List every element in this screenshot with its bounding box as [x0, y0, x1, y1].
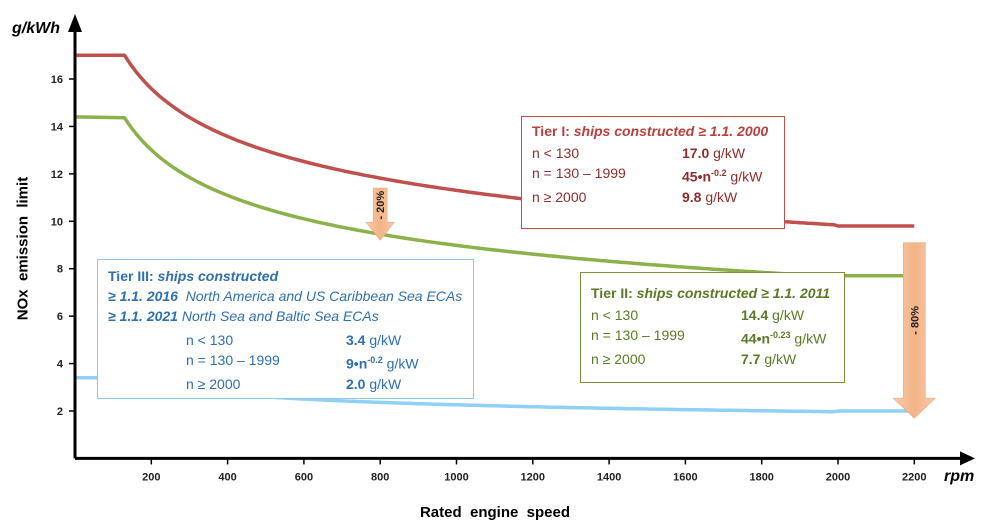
- tier2-limit-row: n < 130 14.4 g/kW: [591, 305, 834, 325]
- tier-3-date-1: ≥ 1.1. 2016: [108, 288, 178, 304]
- tier-3-region-1: North America and US Caribbean Sea ECAs: [177, 288, 463, 304]
- limit-value: 9.8 g/kW: [682, 187, 737, 207]
- tier3-limit-row: n < 130 3.4 g/kW: [108, 330, 463, 350]
- speed-range: n < 130: [591, 307, 639, 323]
- limit-value: 7.7 g/kW: [741, 349, 796, 369]
- tier1-limit-row: n ≥ 2000 9.8 g/kW: [532, 187, 774, 207]
- limit-value: 2.0 g/kW: [346, 374, 401, 394]
- y-tick-label: 14: [51, 121, 64, 133]
- limit-exponent: -0.23: [770, 330, 791, 340]
- speed-range: n ≥ 2000: [186, 375, 241, 392]
- tier-3-eca-line-2: ≥ 1.1. 2021 North Sea and Baltic Sea ECA…: [108, 306, 463, 326]
- limit-number: 17.0: [682, 145, 710, 161]
- limit-value: 44•n-0.23 g/kW: [741, 325, 826, 349]
- tier-3-date-2: ≥ 1.1. 2021: [108, 308, 178, 324]
- tier-3-region-2: North Sea and Baltic Sea ECAs: [177, 308, 379, 324]
- limit-number: 45•n: [682, 168, 712, 185]
- limit-number: 7.7: [741, 350, 761, 367]
- limit-value: 9•n-0.2 g/kW: [346, 350, 419, 374]
- limit-unit: g/kW: [709, 145, 746, 161]
- speed-range: n ≥ 2000: [591, 350, 646, 367]
- y-tick-label: 2: [57, 406, 63, 418]
- tier1-limit-row: n = 130 – 1999 45•n-0.2 g/kW: [532, 163, 774, 187]
- tier-2-legend-box: Tier II: ships constructed ≥ 1.1. 2011 n…: [580, 272, 845, 383]
- tier-1-legend-box: Tier I: ships constructed ≥ 1.1. 2000 n …: [521, 116, 785, 229]
- limit-unit: g/kW: [760, 350, 797, 367]
- limit-number: 44•n: [741, 330, 771, 347]
- limit-unit: g/kW: [365, 375, 402, 392]
- x-tick-label: 1200: [521, 471, 545, 483]
- speed-range: n = 130 – 1999: [591, 327, 685, 343]
- tier1-limit-row: n < 130 17.0 g/kW: [532, 143, 774, 163]
- tier-3-title-text: ships constructed: [157, 268, 279, 284]
- speed-range: n < 130: [186, 332, 234, 348]
- tier-2-title: Tier II: ships constructed ≥ 1.1. 2011: [591, 285, 834, 301]
- limit-unit: g/kW: [701, 188, 738, 205]
- limit-value: 17.0 g/kW: [682, 143, 745, 163]
- x-axis-arrowhead: [960, 451, 975, 466]
- x-tick-label: 1000: [444, 471, 468, 483]
- y-tick-label: 12: [51, 169, 63, 181]
- limit-number: 9.8: [682, 188, 702, 205]
- tier-1-title-date: ships constructed ≥ 1.1. 2000: [573, 123, 769, 139]
- reduction-arrow: [365, 187, 395, 241]
- x-unit-label: rpm: [944, 468, 975, 485]
- y-axis-arrowhead: [68, 14, 82, 32]
- series-line-tier-i: [75, 53, 915, 228]
- tier-1-title: Tier I: ships constructed ≥ 1.1. 2000: [532, 123, 774, 139]
- x-tick-label: 1600: [673, 471, 697, 483]
- limit-unit: g/kW: [365, 332, 402, 348]
- limit-exponent: -0.2: [711, 168, 727, 178]
- reduction-arrow: [892, 242, 937, 419]
- speed-range: n < 130: [532, 145, 580, 161]
- limit-number: 2.0: [346, 375, 366, 392]
- x-tick-label: 800: [371, 471, 389, 483]
- y-tick-label: 4: [57, 359, 64, 371]
- y-unit-label: g/kWh: [12, 20, 60, 37]
- y-tick-label: 10: [51, 216, 63, 228]
- x-tick-label: 1800: [749, 471, 773, 483]
- x-tick-label: 1400: [597, 471, 621, 483]
- limit-value: 45•n-0.2 g/kW: [682, 163, 762, 187]
- limit-unit: g/kW: [726, 168, 763, 185]
- limit-number: 9•n: [346, 355, 368, 372]
- tier-3-title-label: Tier III:: [108, 268, 158, 284]
- x-axis-title: Rated engine speed: [419, 504, 571, 521]
- tier3-limit-row: n = 130 – 1999 9•n-0.2 g/kW: [108, 350, 463, 374]
- x-tick-label: 600: [295, 471, 313, 483]
- tier-3-title: Tier III: ships constructed: [108, 268, 463, 284]
- x-tick-label: 2200: [902, 471, 926, 483]
- speed-range: n ≥ 2000: [532, 188, 587, 205]
- y-tick-label: 8: [57, 264, 63, 276]
- x-tick-label: 400: [218, 471, 236, 483]
- limit-number: 3.4: [346, 332, 366, 348]
- x-tick-label: 200: [142, 471, 160, 483]
- limit-value: 3.4 g/kW: [346, 330, 401, 350]
- limit-unit: g/kW: [790, 330, 827, 347]
- tier-2-title-date: ships constructed ≥ 1.1. 2011: [636, 285, 831, 301]
- x-tick-label: 2000: [826, 471, 850, 483]
- y-axis-title: NOx emission limit: [14, 176, 32, 321]
- limit-unit: g/kW: [768, 307, 805, 323]
- limit-unit: g/kW: [382, 355, 419, 372]
- speed-range: n = 130 – 1999: [186, 352, 280, 368]
- limit-value: 14.4 g/kW: [741, 305, 804, 325]
- tier-3-eca-line-1: ≥ 1.1. 2016 North America and US Caribbe…: [108, 286, 463, 306]
- tier-2-title-label: Tier II:: [591, 285, 637, 301]
- tier-3-legend-box: Tier III: ships constructed ≥ 1.1. 2016 …: [97, 259, 474, 399]
- limit-number: 14.4: [741, 307, 769, 323]
- y-tick-label: 6: [57, 311, 63, 323]
- tier3-limit-row: n ≥ 2000 2.0 g/kW: [108, 374, 463, 394]
- tier2-limit-row: n ≥ 2000 7.7 g/kW: [591, 349, 834, 369]
- reduction-label: - 80%: [909, 306, 921, 335]
- speed-range: n = 130 – 1999: [532, 165, 626, 181]
- tier-1-title-label: Tier I:: [532, 123, 574, 139]
- tier2-limit-row: n = 130 – 1999 44•n-0.23 g/kW: [591, 325, 834, 349]
- limit-exponent: -0.2: [367, 355, 383, 365]
- y-tick-label: 16: [51, 74, 63, 86]
- reduction-label: - 20%: [375, 191, 387, 220]
